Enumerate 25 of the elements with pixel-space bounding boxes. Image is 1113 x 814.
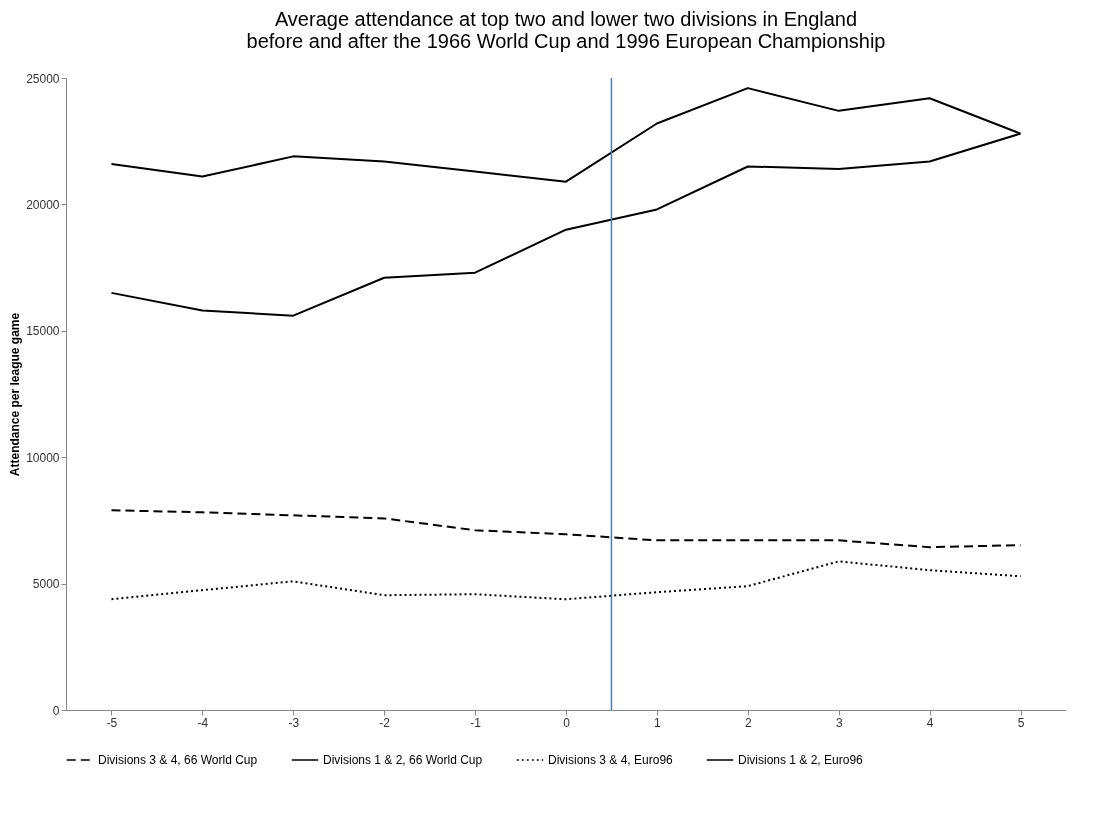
y-tick-label: 0	[52, 703, 60, 718]
line-series	[110, 560, 1022, 601]
legend-label: Divisions 3 & 4, 66 World Cup	[98, 753, 258, 767]
x-tick-label: -1	[470, 715, 482, 730]
chart-title: Average attendance at top two and lower two divisions in England before and after the 1966 World Cup and 1996 European Championship	[246, 8, 886, 52]
x-tick-label: 0	[563, 715, 571, 730]
x-tick-label: 5	[1017, 715, 1025, 730]
y-tick-label: 20000	[26, 197, 60, 212]
x-tick-label: -3	[288, 715, 300, 730]
x-tick-label: 3	[835, 715, 843, 730]
y-tick-label: 25000	[26, 71, 60, 86]
x-tick-label: -4	[197, 715, 209, 730]
legend-label: Divisions 1 & 2, Euro96	[738, 753, 864, 767]
x-tick-label: 4	[926, 715, 934, 730]
y-tick-label: 10000	[26, 450, 60, 465]
x-tick-label: -5	[106, 715, 118, 730]
legend-label: Divisions 3 & 4, Euro96	[548, 753, 674, 767]
y-tick-label: 5000	[32, 577, 60, 592]
line-series	[110, 509, 1022, 549]
y-axis-title: Attendance per league game	[8, 312, 23, 477]
x-tick-label: 2	[744, 715, 752, 730]
x-tick-label: 1	[654, 715, 662, 730]
y-tick-label: 15000	[26, 324, 60, 339]
legend-label: Divisions 1 & 2, 66 World Cup	[323, 753, 483, 767]
x-tick-label: -2	[379, 715, 391, 730]
